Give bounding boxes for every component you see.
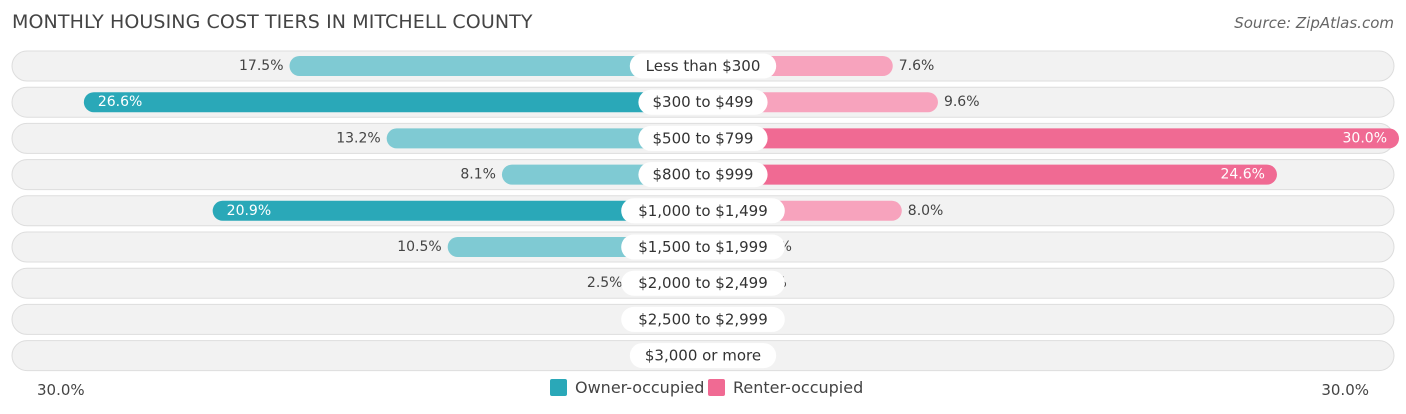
category-pill [621,270,785,296]
category-label: $1,000 to $1,499 [638,202,768,220]
owner-value-label: 26.6% [98,94,142,110]
owner-value-label: 17.5% [239,58,283,74]
legend-item-owner: Owner-occupied [550,378,704,397]
owner-value-label: 20.9% [227,203,271,219]
owner-bar [83,92,704,113]
chart-plot: 17.5% 7.6% Less than $300 26.6% 9.6% $300 to … [11,50,1399,372]
category-pill [621,198,785,224]
axis-left-label: 30.0% [37,381,85,399]
category-pill [629,53,777,79]
legend-label-owner: Owner-occupied [575,378,705,397]
axis-right-label: 30.0% [1321,381,1369,399]
legend-item-renter: Renter-occupied [708,378,863,397]
category-pill [638,89,768,115]
renter-bar [703,128,1399,149]
owner-value-label: 10.5% [397,239,441,255]
chart-title: MONTHLY HOUSING COST TIERS IN MITCHELL C… [12,11,533,33]
legend: Owner-occupied Renter-occupied [0,378,1406,400]
category-label: $2,500 to $2,999 [638,310,768,328]
legend-swatch-renter [708,379,725,396]
renter-value-label: 30.0% [1343,130,1387,146]
category-pill [638,125,768,151]
renter-value-label: 24.6% [1220,167,1264,183]
owner-value-label: 8.1% [460,167,496,183]
owner-value-label: 2.5% [587,275,623,291]
legend-label-renter: Renter-occupied [733,378,864,397]
category-pill [638,162,768,188]
renter-value-label: 9.6% [944,94,980,110]
owner-bar [386,128,703,149]
category-pill [621,234,785,260]
category-label: $800 to $999 [653,166,754,184]
renter-bar [703,164,1277,185]
source-label: Source: ZipAtlas.com [1234,14,1394,32]
owner-bar [212,200,703,221]
category-label: $300 to $499 [653,93,754,111]
owner-value-label: 13.2% [336,130,380,146]
category-label: $2,000 to $2,499 [638,274,768,292]
renter-value-label: 8.0% [908,203,944,219]
category-label: $3,000 or more [645,347,761,365]
category-pill [629,343,777,369]
category-label: $1,500 to $1,999 [638,238,768,256]
owner-bar [289,56,703,76]
category-label: $500 to $799 [653,129,754,147]
renter-value-label: 7.6% [899,58,935,74]
category-label: Less than $300 [646,57,761,75]
legend-swatch-owner [550,379,567,396]
category-pill [621,306,785,332]
